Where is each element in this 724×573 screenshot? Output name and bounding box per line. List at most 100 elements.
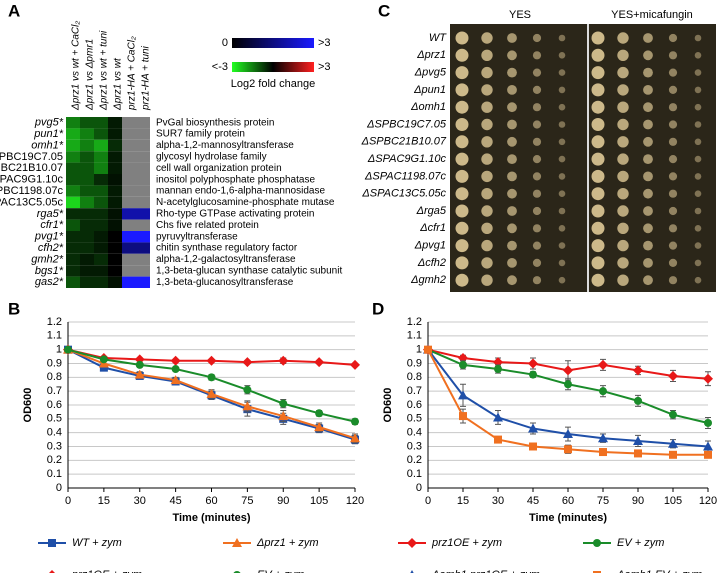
marker — [668, 370, 678, 381]
marker — [563, 429, 573, 439]
marker — [493, 412, 503, 422]
spot — [481, 188, 493, 200]
x-tick-label: 75 — [597, 495, 609, 507]
marker — [314, 422, 325, 432]
spot — [617, 136, 629, 148]
y-axis-title: OD600 — [382, 388, 394, 423]
spot — [591, 169, 605, 183]
spot — [455, 31, 469, 45]
spot — [481, 170, 493, 183]
x-tick-label: 30 — [492, 495, 504, 507]
spot — [455, 256, 469, 270]
column-label: Δprz1 vs Δpmr1 — [85, 39, 96, 111]
spot — [591, 118, 605, 131]
marker — [494, 365, 502, 374]
heatmap-cell — [66, 128, 80, 140]
gene-description: 1,3-beta-glucan synthase catalytic subun… — [156, 266, 342, 277]
heatmap-cell — [94, 219, 108, 231]
y-tick-label: 0.2 — [47, 454, 62, 466]
missing-cell — [136, 265, 150, 277]
spot — [558, 207, 566, 215]
spot — [694, 52, 702, 59]
heatmap-cell — [66, 139, 80, 152]
spot — [591, 239, 605, 253]
spot — [617, 170, 629, 183]
heatmap-cell — [94, 242, 108, 254]
x-tick-label: 60 — [562, 495, 574, 507]
strain-label: Δrga5 — [416, 205, 447, 217]
spot — [694, 242, 702, 249]
heatmap-cell — [66, 196, 80, 209]
heatmap-cell — [80, 174, 94, 186]
spot — [591, 204, 605, 218]
gene-label: SPBC21B10.07 — [0, 162, 63, 174]
spot — [617, 222, 629, 234]
spot — [643, 240, 653, 251]
spot — [617, 118, 629, 131]
spot — [591, 83, 605, 97]
heatmap-cell — [108, 139, 122, 152]
heatmap-cell — [108, 253, 122, 266]
x-tick-label: 0 — [425, 495, 431, 507]
spot — [455, 169, 469, 183]
gene-description: mannan endo-1,6-alpha-mannosidase — [156, 186, 325, 197]
marker — [242, 401, 253, 411]
gene-label: SPBC19C7.05 — [0, 151, 63, 163]
missing-cell — [122, 117, 136, 129]
heatmap-cell — [136, 242, 150, 254]
spot — [532, 137, 542, 146]
spot — [591, 152, 605, 166]
heatmap-cell — [94, 117, 108, 129]
heatmap-cell — [94, 185, 108, 197]
heatmap-cell — [66, 185, 80, 197]
legend-label: Δomh1 prz1OE + zym — [431, 569, 540, 573]
gene-label: SPBC1198.07c — [0, 185, 63, 197]
heatmap-cell — [66, 208, 80, 220]
marker — [528, 423, 538, 433]
spot — [617, 274, 629, 286]
heatmap-cell — [66, 265, 80, 277]
color-scale-bar — [232, 38, 314, 48]
marker — [171, 365, 180, 374]
y-tick-label: 0.7 — [47, 385, 62, 397]
heatmap-cell — [108, 231, 122, 243]
gene-description: glycosyl hydrolase family — [156, 152, 267, 163]
gene-label: omh1* — [31, 139, 64, 151]
color-scale-bar — [232, 62, 314, 72]
heatmap-cell — [108, 162, 122, 174]
spot — [481, 274, 493, 286]
spot — [481, 32, 493, 44]
y-tick-label: 0 — [416, 482, 422, 494]
strain-label: Δprz1 — [416, 49, 446, 61]
spot — [668, 137, 678, 146]
heatmap-cell — [80, 242, 94, 254]
heatmap-cell — [80, 196, 94, 209]
spot — [668, 51, 678, 60]
spot — [532, 155, 542, 164]
x-tick-label: 45 — [170, 495, 182, 507]
heatmap-cell — [108, 196, 122, 209]
marker — [668, 438, 678, 448]
spot — [532, 224, 542, 233]
heatmap-cell — [94, 174, 108, 186]
y-tick-label: 0.4 — [47, 427, 62, 439]
strain-label: ΔSPAC9G1.10c — [367, 153, 447, 165]
gene-description: alpha-1,2-galactosyltransferase — [156, 254, 296, 265]
x-tick-label: 0 — [65, 495, 71, 507]
column-label: Δprz1 vs wt + tuni — [99, 30, 110, 111]
spot — [694, 259, 702, 267]
marker — [99, 363, 108, 372]
spot — [455, 152, 469, 166]
spot — [558, 69, 566, 76]
heatmap-cell — [80, 231, 94, 243]
gene-label: SPAC13C5.05c — [0, 196, 63, 208]
heatmap-cell — [108, 174, 122, 186]
missing-cell — [136, 174, 150, 186]
spot — [694, 121, 702, 128]
missing-cell — [122, 185, 136, 197]
legend-label: EV + zym — [257, 569, 304, 573]
color-scale-label: <-3 — [212, 61, 228, 73]
spot — [532, 68, 542, 77]
gene-label: cfh2* — [38, 242, 64, 254]
x-tick-label: 120 — [699, 495, 717, 507]
